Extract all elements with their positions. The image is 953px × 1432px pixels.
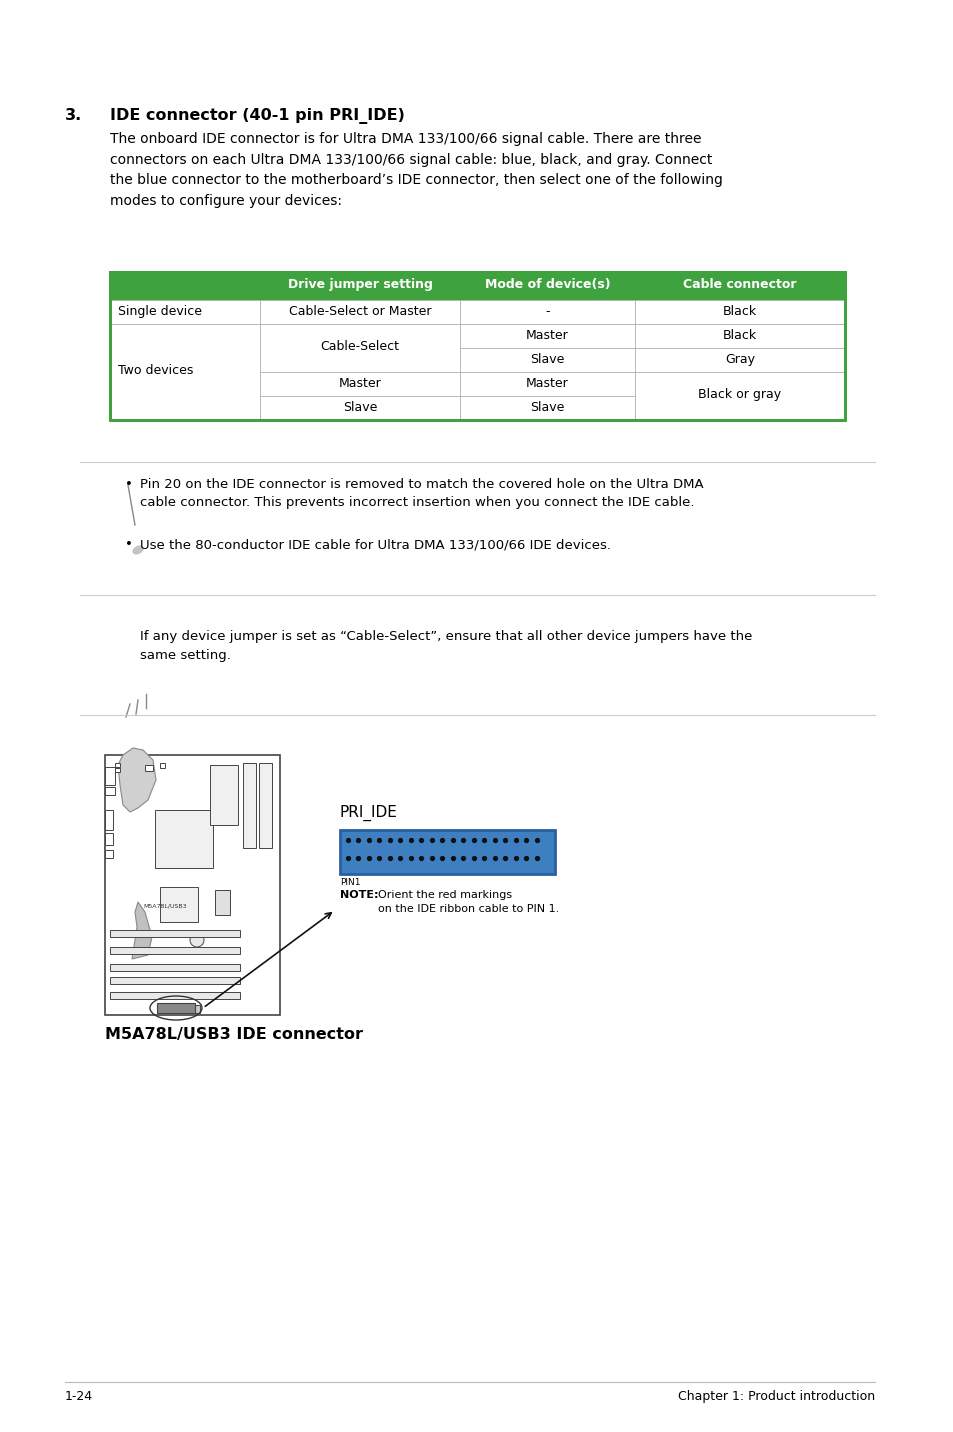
Text: IDE connector (40-1 pin PRI_IDE): IDE connector (40-1 pin PRI_IDE) — [110, 107, 404, 125]
Text: NOTE:: NOTE: — [339, 891, 378, 899]
Bar — [214, 891, 230, 915]
Bar — [110, 272, 844, 420]
Ellipse shape — [190, 934, 204, 947]
Bar — [110, 324, 260, 420]
Text: •: • — [125, 538, 132, 551]
Bar — [110, 299, 260, 324]
Text: PRI_IDE: PRI_IDE — [339, 805, 397, 821]
Text: M5A78L/USB3: M5A78L/USB3 — [143, 904, 187, 908]
Bar — [635, 324, 844, 348]
Text: Black or gray: Black or gray — [698, 388, 781, 401]
Bar — [110, 964, 240, 971]
Bar — [105, 788, 115, 795]
Text: Cable connector: Cable connector — [682, 278, 796, 291]
Text: Master: Master — [338, 377, 381, 390]
Bar — [157, 1002, 194, 1012]
Bar — [110, 992, 240, 1000]
Text: Drive jumper setting: Drive jumper setting — [287, 278, 432, 291]
Bar — [105, 755, 280, 1015]
Bar — [459, 372, 635, 397]
Ellipse shape — [132, 546, 143, 554]
Text: Cable-Select or Master: Cable-Select or Master — [289, 305, 431, 318]
Text: Slave: Slave — [342, 401, 376, 414]
Bar — [210, 765, 237, 825]
Bar — [260, 324, 459, 372]
Bar — [243, 763, 255, 848]
Bar — [459, 299, 635, 324]
Text: Cable-Select: Cable-Select — [320, 339, 399, 354]
Bar — [459, 324, 635, 348]
Text: -: - — [545, 305, 549, 318]
Bar — [110, 272, 844, 420]
Text: Two devices: Two devices — [118, 364, 193, 377]
Bar — [459, 272, 635, 299]
Bar — [260, 272, 459, 299]
Bar — [459, 348, 635, 372]
Text: Slave: Slave — [530, 401, 564, 414]
Text: Use the 80-conductor IDE cable for Ultra DMA 133/100/66 IDE devices.: Use the 80-conductor IDE cable for Ultra… — [140, 538, 610, 551]
Text: M5A78L/USB3 IDE connector: M5A78L/USB3 IDE connector — [105, 1027, 363, 1042]
Bar — [110, 977, 240, 984]
Bar — [110, 947, 240, 954]
Bar — [258, 763, 272, 848]
Text: Gray: Gray — [724, 354, 754, 367]
Bar — [105, 811, 112, 831]
Text: Black: Black — [722, 305, 757, 318]
Bar — [260, 397, 459, 420]
Text: Slave: Slave — [530, 354, 564, 367]
Bar — [145, 765, 152, 770]
Polygon shape — [118, 748, 156, 812]
Bar — [105, 768, 115, 785]
Text: Master: Master — [525, 377, 568, 390]
Bar — [105, 833, 112, 845]
Text: PIN1: PIN1 — [339, 878, 360, 886]
Bar — [260, 372, 459, 397]
Bar — [635, 348, 844, 372]
Text: Single device: Single device — [118, 305, 202, 318]
Text: Master: Master — [525, 329, 568, 342]
Bar — [154, 811, 213, 868]
Text: Mode of device(s): Mode of device(s) — [484, 278, 610, 291]
Bar — [160, 886, 198, 922]
Text: Black: Black — [722, 329, 757, 342]
Bar — [115, 768, 120, 772]
Bar — [635, 372, 844, 420]
Text: Chapter 1: Product introduction: Chapter 1: Product introduction — [678, 1390, 874, 1403]
Bar — [635, 299, 844, 324]
Bar — [459, 397, 635, 420]
Text: •: • — [125, 478, 132, 491]
Text: Orient the red markings
on the IDE ribbon cable to PIN 1.: Orient the red markings on the IDE ribbo… — [377, 891, 558, 914]
Text: 3.: 3. — [65, 107, 82, 123]
Bar — [160, 1005, 200, 1012]
Bar — [115, 763, 120, 768]
Bar — [339, 831, 555, 874]
Bar — [110, 929, 240, 937]
Bar — [635, 272, 844, 299]
Bar — [110, 272, 260, 299]
Bar — [260, 299, 459, 324]
Text: The onboard IDE connector is for Ultra DMA 133/100/66 signal cable. There are th: The onboard IDE connector is for Ultra D… — [110, 132, 722, 208]
Bar — [160, 763, 165, 768]
Bar — [110, 299, 844, 324]
Text: If any device jumper is set as “Cable-Select”, ensure that all other device jump: If any device jumper is set as “Cable-Se… — [140, 630, 752, 662]
Text: 1-24: 1-24 — [65, 1390, 93, 1403]
Polygon shape — [132, 902, 152, 959]
Bar — [105, 851, 112, 858]
Text: Pin 20 on the IDE connector is removed to match the covered hole on the Ultra DM: Pin 20 on the IDE connector is removed t… — [140, 478, 703, 508]
